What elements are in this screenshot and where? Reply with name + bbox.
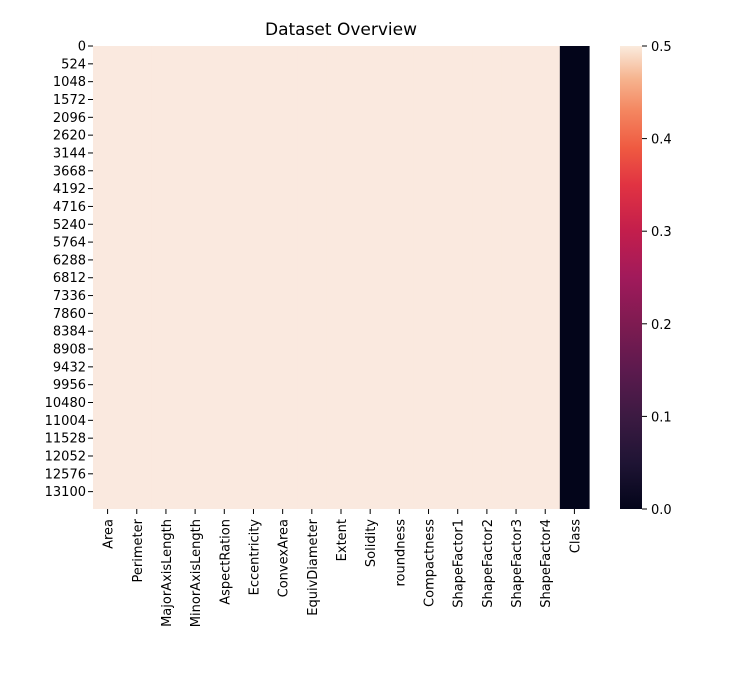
y-tick-label: 6812 bbox=[53, 271, 86, 286]
x-tick-label: ShapeFactor1 bbox=[452, 519, 467, 608]
colorbar-tick-label: 0.5 bbox=[651, 40, 672, 55]
heatmap-cells bbox=[93, 46, 590, 509]
heatmap-column-Extent bbox=[326, 46, 357, 509]
colorbar-gradient bbox=[620, 46, 642, 509]
heatmap-column-ShapeFactor3 bbox=[501, 46, 532, 509]
colorbar-tick-label: 0.2 bbox=[651, 318, 672, 333]
x-tick-label: EquivDiameter bbox=[306, 518, 321, 615]
heatmap-column-MinorAxisLength bbox=[180, 46, 211, 509]
x-tick-label: MinorAxisLength bbox=[189, 519, 204, 627]
colorbar-tick-label: 0.4 bbox=[651, 133, 672, 148]
colorbar-tick-label: 0.1 bbox=[651, 410, 672, 425]
heatmap-column-Solidity bbox=[355, 46, 386, 509]
y-tick-label: 1048 bbox=[53, 75, 86, 90]
x-tick-label: roundness bbox=[393, 519, 408, 587]
y-tick-label: 3668 bbox=[53, 164, 86, 179]
y-tick-label: 524 bbox=[61, 57, 86, 72]
heatmap-column-ShapeFactor2 bbox=[472, 46, 503, 509]
y-tick-label: 2096 bbox=[53, 111, 86, 126]
x-tick-label: Extent bbox=[335, 519, 350, 561]
y-tick-label: 11004 bbox=[45, 414, 86, 429]
y-tick-label: 1572 bbox=[53, 93, 86, 108]
heatmap-column-ShapeFactor4 bbox=[530, 46, 561, 509]
y-tick-label: 0 bbox=[78, 40, 86, 55]
x-axis: Area Perimeter MajorAxisLength MinorAxisLen… bbox=[102, 509, 583, 627]
x-tick-label: ShapeFactor3 bbox=[510, 519, 525, 608]
y-tick-label: 12576 bbox=[45, 467, 86, 482]
x-tick-label: Area bbox=[102, 519, 117, 549]
x-tick-label: Solidity bbox=[364, 519, 379, 567]
colorbar-tick-label: 0.3 bbox=[651, 225, 672, 240]
x-tick-label: ShapeFactor2 bbox=[481, 519, 496, 608]
y-tick-label: 8908 bbox=[53, 343, 86, 358]
heatmap-column-AspectRation bbox=[209, 46, 240, 509]
x-tick-label: MajorAxisLength bbox=[160, 519, 175, 627]
y-tick-label: 5764 bbox=[53, 236, 86, 251]
y-tick-label: 7336 bbox=[53, 289, 86, 304]
y-tick-label: 7860 bbox=[53, 307, 86, 322]
x-tick-label: ShapeFactor4 bbox=[539, 519, 554, 608]
heatmap-column-MajorAxisLength bbox=[151, 46, 182, 509]
x-tick-label: Compactness bbox=[423, 519, 438, 607]
colorbar-tick-label: 0.0 bbox=[651, 503, 672, 518]
heatmap-column-ConvexArea bbox=[268, 46, 298, 509]
y-tick-label: 8384 bbox=[53, 325, 86, 340]
y-tick-label: 4192 bbox=[53, 182, 86, 197]
y-tick-label: 10480 bbox=[45, 396, 86, 411]
heatmap-column-Class bbox=[559, 46, 590, 509]
heatmap-column-Eccentricity bbox=[238, 46, 269, 509]
colorbar: 0.0 0.1 0.2 0.3 0.4 0.5 bbox=[620, 40, 672, 518]
y-axis: 0 524 1048 1572 2096 2620 3144 3668 4192 4716 5240… bbox=[45, 40, 93, 500]
y-tick-label: 13100 bbox=[45, 485, 86, 500]
y-tick-label: 4716 bbox=[53, 200, 86, 215]
heatmap-column-Perimeter bbox=[122, 46, 152, 509]
x-tick-label: Perimeter bbox=[131, 518, 146, 582]
colorbar-ticks: 0.0 0.1 0.2 0.3 0.4 0.5 bbox=[642, 40, 672, 518]
heatmap-column-Compactness bbox=[413, 46, 444, 509]
x-tick-label: Class bbox=[568, 519, 583, 553]
x-tick-label: ConvexArea bbox=[277, 519, 292, 597]
x-tick-label: Eccentricity bbox=[247, 519, 262, 596]
heatmap-column-ShapeFactor1 bbox=[443, 46, 473, 509]
x-tick-label: AspectRation bbox=[218, 519, 233, 605]
heatmap-column-Area bbox=[93, 46, 123, 509]
heatmap-column-roundness bbox=[384, 46, 415, 509]
y-tick-label: 6288 bbox=[53, 253, 86, 268]
chart-title: Dataset Overview bbox=[265, 20, 417, 40]
y-tick-label: 9432 bbox=[53, 360, 86, 375]
heatmap-column-EquivDiameter bbox=[297, 46, 328, 509]
y-tick-label: 2620 bbox=[53, 129, 86, 144]
y-tick-label: 5240 bbox=[53, 218, 86, 233]
y-tick-label: 12052 bbox=[45, 449, 86, 464]
y-tick-label: 9956 bbox=[53, 378, 86, 393]
y-tick-label: 3144 bbox=[53, 146, 86, 161]
y-tick-label: 11528 bbox=[45, 432, 86, 447]
